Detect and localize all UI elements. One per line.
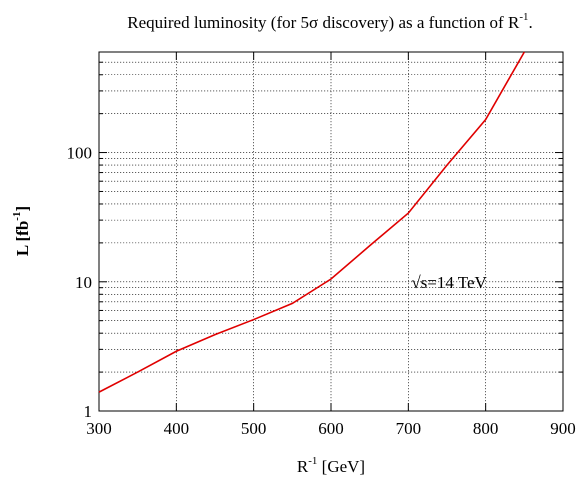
y-axis-label: L [fb-1] — [11, 206, 32, 256]
x-tick-label: 600 — [318, 419, 344, 438]
series-line — [98, 51, 526, 393]
axis-ticks — [98, 51, 564, 412]
y-tick-label: 100 — [67, 144, 93, 163]
x-tick-label: 400 — [164, 419, 190, 438]
x-tick-label: 900 — [550, 419, 576, 438]
x-axis-label: R-1 [GeV] — [297, 455, 365, 476]
grid-lines — [99, 51, 563, 411]
chart-title: Required luminosity (for 5σ discovery) a… — [127, 11, 532, 32]
x-tick-label: 700 — [396, 419, 422, 438]
y-tick-label: 10 — [75, 273, 92, 292]
energy-annotation: √s=14 TeV — [411, 273, 487, 292]
x-tick-label: 300 — [86, 419, 112, 438]
x-tick-label: 800 — [473, 419, 499, 438]
y-tick-label: 1 — [84, 402, 93, 421]
x-tick-label: 500 — [241, 419, 267, 438]
tick-labels: 300 400 500 600 700 800 900 1 10 100 — [67, 144, 576, 438]
